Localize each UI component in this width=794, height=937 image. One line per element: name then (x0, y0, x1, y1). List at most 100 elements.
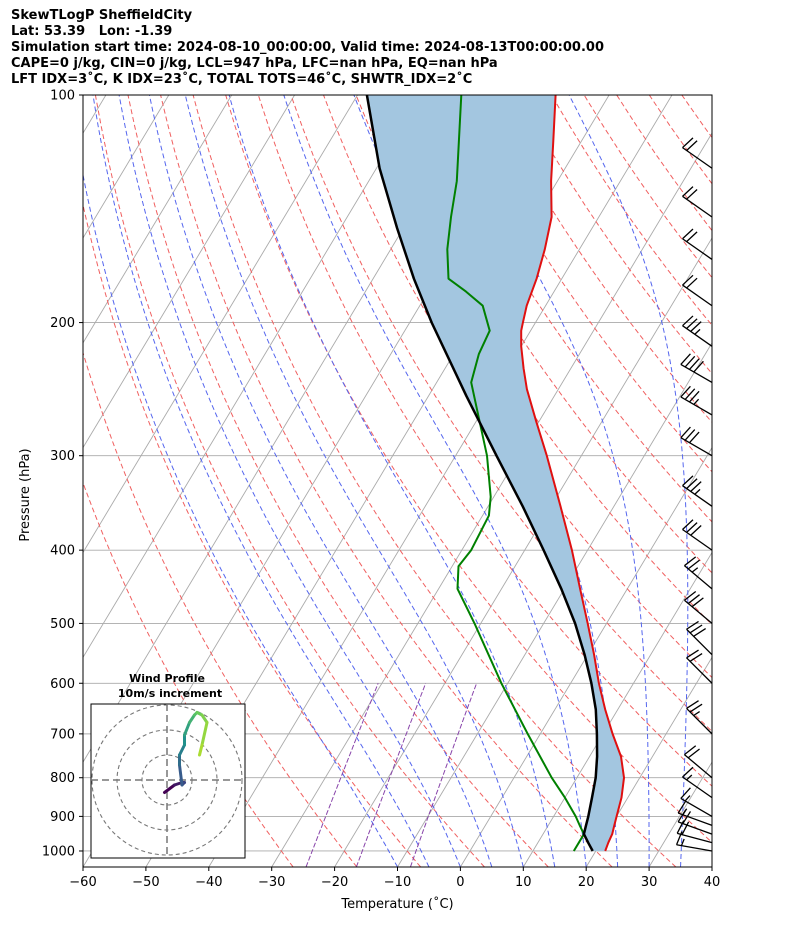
x-tick-label: −20 (321, 875, 348, 890)
moist-adiabat-line (228, 95, 556, 867)
temperature-profile-line (520, 95, 625, 852)
y-tick-label: 600 (50, 677, 75, 692)
y-tick-label: 1000 (42, 844, 75, 859)
x-tick-label: 30 (641, 875, 658, 890)
wind-barb (682, 186, 713, 218)
dry-adiabat-line (551, 95, 712, 327)
moist-adiabat-line (92, 95, 430, 867)
mixing-ratio-line (355, 683, 427, 867)
dry-adiabat-line (192, 95, 677, 867)
x-tick-label: −50 (132, 875, 159, 890)
parcel-indices-line: CAPE=0 j/kg, CIN=0 j/kg, LCL=947 hPa, LF… (11, 56, 498, 71)
dry-adiabat-line (648, 95, 712, 185)
location-line: Lat: 53.39 Lon: -1.39 (11, 24, 173, 39)
x-tick-label: −10 (384, 875, 411, 890)
wind-barb (682, 475, 713, 507)
isotherm-line (83, 95, 295, 449)
x-tick-label: −40 (195, 875, 222, 890)
hodograph-trace (200, 713, 209, 724)
wind-barb (680, 787, 713, 817)
wind-barb (682, 274, 713, 307)
x-tick-label: 10 (515, 875, 532, 890)
dry-adiabat-line (453, 95, 712, 473)
y-tick-label: 100 (50, 89, 75, 104)
dewpoint-profile-line (446, 95, 585, 852)
chart-header: SkewTLogP SheffieldCity Lat: 53.39 Lon: … (11, 8, 604, 88)
wind-barb (682, 228, 713, 260)
wind-barb (686, 700, 713, 735)
y-axis-label: Pressure (hPa) (18, 448, 33, 541)
moist-adiabat-line (148, 95, 493, 867)
wind-barb (682, 137, 713, 169)
dry-adiabat-line (83, 351, 358, 867)
wind-barb (680, 385, 713, 416)
y-tick-label: 300 (50, 449, 75, 464)
dry-adiabat-line (616, 95, 712, 232)
cin-shaded-area (366, 95, 624, 851)
hodograph-trace (178, 763, 184, 787)
dry-adiabat-line (747, 95, 794, 867)
wind-barb (677, 800, 713, 826)
mixing-ratio-line (409, 683, 478, 867)
isotherm-line (711, 866, 712, 867)
isotherm-line (208, 95, 673, 867)
parcel-profile-line (365, 95, 599, 852)
x-tick-label: −60 (69, 875, 96, 890)
y-tick-label: 800 (50, 771, 75, 786)
isotherm-line (83, 95, 170, 239)
isotherm-line (648, 761, 712, 867)
y-tick-label: 400 (50, 544, 75, 559)
moist-adiabat-line (445, 95, 650, 867)
wind-barb (684, 745, 713, 779)
isotherm-line (271, 132, 712, 867)
wind-barb (686, 620, 713, 656)
dry-adiabat-line (160, 95, 613, 867)
dry-adiabat-line (388, 95, 712, 574)
x-tick-label: 20 (578, 875, 595, 890)
dry-adiabat-line (780, 95, 794, 867)
x-tick-label: 0 (456, 875, 464, 890)
mixing-ratio-line (305, 683, 379, 867)
dry-adiabat-line (83, 481, 294, 867)
cape-cin-shading (366, 95, 624, 851)
y-tick-label: 500 (50, 617, 75, 632)
hodograph-subtitle: 10m/s increment (118, 687, 222, 700)
wind-barbs (675, 137, 713, 852)
isotherm-line (83, 95, 358, 554)
x-axis-label: Temperature (˚C) (340, 896, 453, 912)
profile-lines (365, 95, 625, 852)
dry-adiabat-line (127, 95, 549, 867)
dry-adiabat-line (94, 95, 485, 867)
isotherm-line (83, 95, 233, 344)
hodograph-inset: Wind Profile 10m/s increment (90, 672, 246, 859)
wind-barb (684, 590, 713, 624)
moist-adiabat-line (184, 95, 524, 867)
isotherm-line (585, 656, 712, 867)
stability-indices-line: LFT IDX=3˚C, K IDX=23˚C, TOTAL TOTS=46˚C… (11, 72, 473, 87)
wind-barb (680, 426, 713, 457)
isotherm-line (334, 237, 712, 867)
moist-adiabat-line (83, 172, 398, 867)
wind-barb (682, 519, 713, 551)
moist-adiabat-line (568, 95, 689, 867)
hodograph-title: Wind Profile (129, 672, 205, 685)
isotherm-line (83, 95, 421, 659)
wind-barb (682, 766, 713, 799)
dry-adiabat-line (420, 95, 712, 523)
wind-barb (682, 315, 713, 347)
wind-barb (686, 649, 713, 684)
wind-barb (675, 831, 713, 852)
isotherm-line (522, 551, 712, 867)
y-tick-label: 900 (50, 810, 75, 825)
axes: −60 −50 −40 −30 −20 −10 0 10 20 30 40 100 200 300 400 5… (18, 89, 720, 913)
hodograph-trace (183, 721, 191, 737)
time-line: Simulation start time: 2024-08-10_00:00:… (11, 40, 604, 55)
moist-adiabat-line (118, 95, 461, 867)
dry-adiabat-line (681, 95, 712, 139)
wind-barb (680, 353, 713, 383)
isotherm-line (460, 446, 712, 867)
moist-adiabat-line (710, 95, 712, 867)
dry-adiabat-line (714, 95, 794, 867)
hodograph-trace (198, 743, 204, 757)
